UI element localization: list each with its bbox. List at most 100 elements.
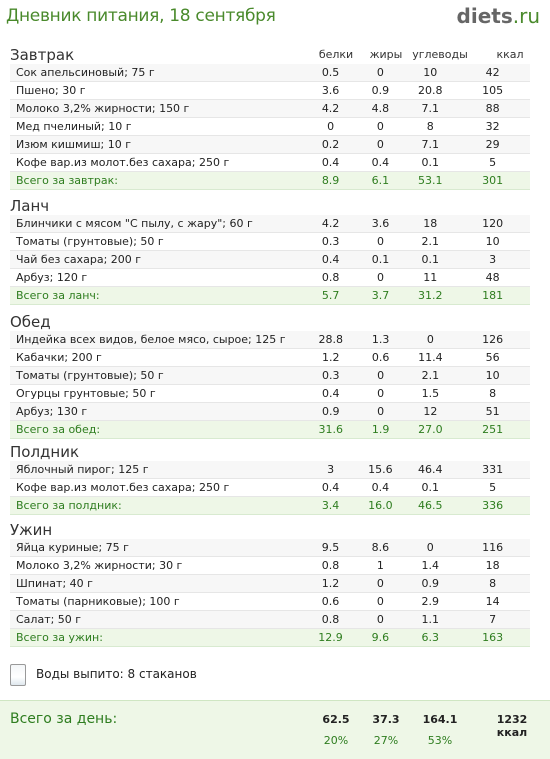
food-row[interactable]: Яблочный пирог; 125 г 3 15.6 46.4 331 <box>10 461 530 479</box>
fat-value: 16.0 <box>355 496 406 515</box>
food-row[interactable]: Изюм кишмиш; 10 г 0.2 0 7.1 29 <box>10 135 530 154</box>
fat-value: 0 <box>355 117 406 136</box>
food-name: Всего за обед: <box>10 420 306 439</box>
kcal-value: 18 <box>455 556 530 575</box>
food-row[interactable]: Томаты (парниковые); 100 г 0.6 0 2.9 14 <box>10 592 530 611</box>
meal-title: Обед <box>10 313 51 331</box>
fat-value: 1.9 <box>355 420 406 439</box>
food-row[interactable]: Кабачки; 200 г 1.2 0.6 11.4 56 <box>10 348 530 367</box>
food-row[interactable]: Арбуз; 120 г 0.8 0 11 48 <box>10 268 530 287</box>
fat-value: 0.4 <box>355 478 406 497</box>
meal-title: Ланч <box>10 197 50 215</box>
fat-value: 0 <box>355 592 406 611</box>
meal-table: Индейка всех видов, белое мясо, сырое; 1… <box>10 331 530 439</box>
food-row[interactable]: Томаты (грунтовые); 50 г 0.3 0 2.1 10 <box>10 232 530 251</box>
food-name: Кабачки; 200 г <box>10 348 306 367</box>
food-row[interactable]: Молоко 3,2% жирности; 150 г 4.2 4.8 7.1 88 <box>10 99 530 118</box>
carbs-value: 53.1 <box>405 171 456 190</box>
carbs-value: 0 <box>405 331 456 349</box>
fat-value: 0.4 <box>355 153 406 172</box>
food-name: Арбуз; 130 г <box>10 402 306 421</box>
meal-table: Яйца куриные; 75 г 9.5 8.6 0 116 Молоко 3,2% … <box>10 539 530 647</box>
food-row[interactable]: Салат; 50 г 0.8 0 1.1 7 <box>10 610 530 629</box>
protein-value: 8.9 <box>305 171 356 190</box>
protein-value: 0.8 <box>305 610 356 629</box>
page-header: Дневник питания, 18 сентября diets.ru <box>0 0 550 34</box>
food-name: Всего за ужин: <box>10 628 306 647</box>
column-header-fat: жиры <box>369 48 403 61</box>
protein-value: 0.4 <box>305 153 356 172</box>
protein-value: 0.9 <box>305 402 356 421</box>
fat-value: 0 <box>355 384 406 403</box>
food-row[interactable]: Чай без сахара; 200 г 0.4 0.1 0.1 3 <box>10 250 530 269</box>
carbs-value: 11 <box>405 268 456 287</box>
protein-value: 12.9 <box>305 628 356 647</box>
food-name: Изюм кишмиш; 10 г <box>10 135 306 154</box>
kcal-value: 3 <box>455 250 530 269</box>
kcal-value: 301 <box>455 171 530 190</box>
food-row[interactable]: Яйца куриные; 75 г 9.5 8.6 0 116 <box>10 539 530 557</box>
kcal-value: 42 <box>455 64 530 82</box>
meal-title: Завтрак <box>10 46 75 64</box>
food-row[interactable]: Сок апельсиновый; 75 г 0.5 0 10 42 <box>10 64 530 82</box>
fat-value: 4.8 <box>355 99 406 118</box>
food-row[interactable]: Огурцы грунтовые; 50 г 0.4 0 1.5 8 <box>10 384 530 403</box>
carbs-value: 12 <box>405 402 456 421</box>
protein-value: 3.4 <box>305 496 356 515</box>
fat-value: 0 <box>355 64 406 82</box>
food-row[interactable]: Мед пчелиный; 10 г 0 0 8 32 <box>10 117 530 136</box>
food-row[interactable]: Кофе вар.из молот.без сахара; 250 г 0.4 0.… <box>10 153 530 172</box>
protein-value: 0.3 <box>305 232 356 251</box>
carbs-value: 0 <box>405 539 456 557</box>
protein-value: 3.6 <box>305 81 356 100</box>
kcal-value: 10 <box>455 366 530 385</box>
kcal-value: 88 <box>455 99 530 118</box>
kcal-value: 336 <box>455 496 530 515</box>
protein-value: 4.2 <box>305 215 356 233</box>
meal-table: Яблочный пирог; 125 г 3 15.6 46.4 331 Кофе ва… <box>10 461 530 515</box>
food-row[interactable]: Пшено; 30 г 3.6 0.9 20.8 105 <box>10 81 530 100</box>
food-name: Сок апельсиновый; 75 г <box>10 64 306 82</box>
meal-total-row: Всего за полдник: 3.4 16.0 46.5 336 <box>10 496 530 515</box>
meal-total-row: Всего за завтрак: 8.9 6.1 53.1 301 <box>10 171 530 190</box>
food-row[interactable]: Томаты (грунтовые); 50 г 0.3 0 2.1 10 <box>10 366 530 385</box>
food-row[interactable]: Шпинат; 40 г 1.2 0 0.9 8 <box>10 574 530 593</box>
day-percent-fat: 27% <box>373 734 399 747</box>
carbs-value: 0.1 <box>405 153 456 172</box>
site-logo[interactable]: diets.ru <box>457 4 540 28</box>
carbs-value: 7.1 <box>405 135 456 154</box>
protein-value: 0.5 <box>305 64 356 82</box>
kcal-value: 29 <box>455 135 530 154</box>
column-header-kcal: ккал <box>496 48 524 61</box>
carbs-value: 0.1 <box>405 478 456 497</box>
food-name: Огурцы грунтовые; 50 г <box>10 384 306 403</box>
carbs-value: 10 <box>405 64 456 82</box>
kcal-value: 126 <box>455 331 530 349</box>
fat-value: 0.1 <box>355 250 406 269</box>
carbs-value: 27.0 <box>405 420 456 439</box>
meal-total-row: Всего за ланч: 5.7 3.7 31.2 181 <box>10 286 530 305</box>
kcal-value: 14 <box>455 592 530 611</box>
protein-value: 0.4 <box>305 384 356 403</box>
fat-value: 0 <box>355 135 406 154</box>
food-name: Молоко 3,2% жирности; 30 г <box>10 556 306 575</box>
kcal-value: 32 <box>455 117 530 136</box>
day-total-fat: 37.3 <box>372 713 400 726</box>
carbs-value: 11.4 <box>405 348 456 367</box>
kcal-value: 8 <box>455 384 530 403</box>
day-total-carbs: 164.1 <box>422 713 458 726</box>
day-percent-carbs: 53% <box>427 734 453 747</box>
food-name: Всего за полдник: <box>10 496 306 515</box>
protein-value: 0.2 <box>305 135 356 154</box>
fat-value: 1.3 <box>355 331 406 349</box>
food-row[interactable]: Молоко 3,2% жирности; 30 г 0.8 1 1.4 18 <box>10 556 530 575</box>
food-row[interactable]: Арбуз; 130 г 0.9 0 12 51 <box>10 402 530 421</box>
food-row[interactable]: Кофе вар.из молот.без сахара; 250 г 0.4 0.… <box>10 478 530 497</box>
fat-value: 0 <box>355 232 406 251</box>
carbs-value: 1.1 <box>405 610 456 629</box>
logo-main: diets <box>456 4 513 28</box>
protein-value: 3 <box>305 461 356 479</box>
food-name: Мед пчелиный; 10 г <box>10 117 306 136</box>
food-row[interactable]: Индейка всех видов, белое мясо, сырое; 1… <box>10 331 530 349</box>
